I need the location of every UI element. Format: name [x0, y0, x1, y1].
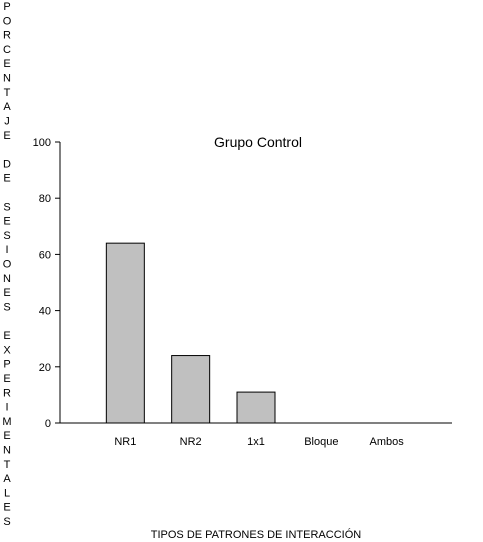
x-tick-labels: NR1 NR2 1x1 Bloque Ambos — [114, 436, 404, 448]
y-tick-label: 100 — [33, 137, 51, 149]
bar — [105, 242, 145, 424]
y-ticks: 0 20 40 60 80 100 — [33, 137, 60, 430]
y-tick-label: 80 — [39, 193, 51, 205]
axes — [59, 142, 452, 424]
y-tick-label: 40 — [39, 306, 51, 318]
chart-title: Grupo Control — [214, 134, 302, 150]
x-tick-label: NR1 — [114, 436, 136, 448]
x-axis-title: TIPOS DE PATRONES DE INTERACCIÓN — [151, 528, 362, 541]
y-tick-label: 60 — [39, 249, 51, 261]
y-tick-label: 20 — [39, 362, 51, 374]
x-tick-label: NR2 — [180, 436, 202, 448]
bar — [236, 391, 276, 424]
bar — [171, 355, 211, 424]
x-tick-label: Bloque — [304, 436, 338, 448]
x-tick-label: 1x1 — [247, 436, 265, 448]
bars — [105, 242, 276, 424]
x-tick-label: Ambos — [370, 436, 405, 448]
y-tick-label: 0 — [45, 418, 51, 430]
